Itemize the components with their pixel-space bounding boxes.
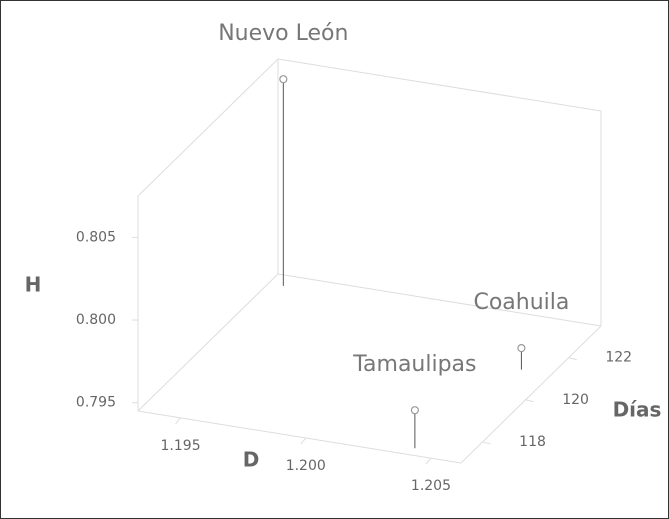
box-edge: [277, 58, 602, 112]
x-tick-label: 1.200: [286, 458, 326, 474]
box-edge: [460, 325, 602, 464]
box-edge: [137, 410, 462, 464]
y-tick: [525, 399, 534, 403]
x-tick: [425, 457, 432, 465]
x-tick: [175, 417, 181, 425]
point: [410, 406, 419, 415]
box-edge: [137, 273, 279, 412]
point: [517, 344, 526, 353]
box-edge: [277, 273, 602, 327]
y-tick-label: 118: [519, 434, 546, 450]
y-axis-title: Días: [613, 398, 662, 422]
x-axis-title: D: [243, 448, 260, 472]
y-tick: [568, 357, 577, 361]
point-label: Coahuila: [473, 290, 569, 315]
x-tick-label: 1.195: [161, 438, 201, 454]
y-tick: [482, 441, 491, 445]
point-label: Tamaulipas: [352, 352, 476, 377]
z-axis-title: H: [25, 273, 42, 297]
point: [279, 75, 288, 84]
y-tick-label: 120: [562, 392, 589, 408]
x-tick-label: 1.205: [411, 478, 451, 494]
box-edge: [137, 58, 279, 197]
point-label: Nuevo León: [218, 21, 348, 46]
x-tick: [300, 437, 307, 445]
z-tick-label: 0.800: [76, 312, 116, 328]
y-tick-label: 122: [605, 350, 632, 366]
z-tick-label: 0.805: [76, 229, 116, 245]
z-tick-label: 0.795: [76, 395, 116, 411]
